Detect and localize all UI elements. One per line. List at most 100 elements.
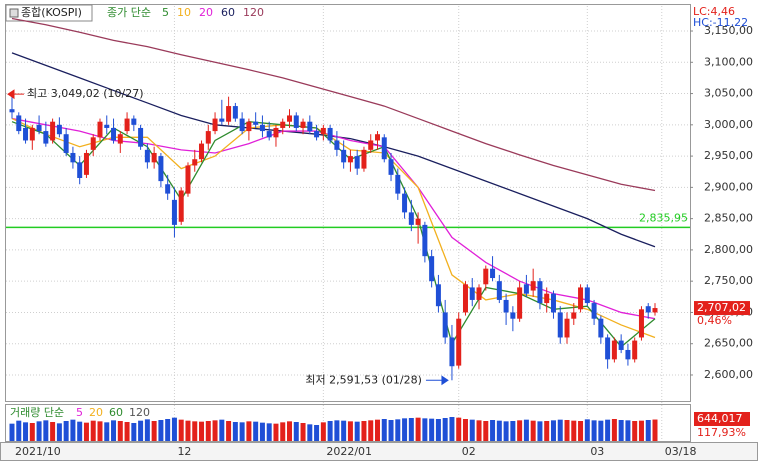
volume-bar — [29, 423, 35, 441]
candle-body — [158, 156, 164, 182]
volume-bar — [185, 420, 191, 441]
candle-body — [320, 127, 326, 135]
candle-body — [165, 184, 171, 194]
volume-label: 거래량 단순 — [10, 406, 64, 419]
ma-line — [11, 17, 656, 192]
volume-bar — [320, 422, 326, 441]
volume-bar — [388, 420, 394, 441]
x-tick-label: 2022/01 — [326, 445, 372, 458]
candle-body — [77, 162, 83, 178]
candle-body — [43, 131, 49, 144]
volume-bar — [77, 421, 83, 441]
candle-body — [287, 115, 293, 122]
y-tick-label: 2,750,00 — [704, 274, 753, 287]
candle-body — [354, 156, 360, 169]
candle-body — [212, 118, 218, 132]
candle-body — [395, 174, 401, 194]
volume-bar — [422, 418, 428, 441]
candle-body — [523, 284, 529, 294]
candle-body — [266, 131, 272, 138]
volume-bar — [192, 421, 198, 441]
volume-bar — [476, 420, 482, 441]
volume-bar — [510, 421, 516, 441]
volume-bar — [124, 422, 130, 441]
candle-body — [605, 337, 611, 360]
candle-body — [104, 124, 110, 128]
title-box[interactable] — [5, 4, 93, 22]
volume-bar — [449, 417, 455, 441]
volume-bar — [523, 419, 529, 441]
x-tick-label: 2021/10 — [15, 445, 61, 458]
high-arrow — [7, 89, 24, 100]
candle-body — [537, 281, 543, 304]
candle-body — [226, 106, 232, 122]
candle-body — [402, 193, 408, 213]
y-tick-label: 3,000,00 — [704, 118, 753, 131]
volume-bar — [104, 422, 110, 441]
candle-body — [598, 318, 604, 338]
volume-bar — [578, 421, 584, 441]
y-tick-label: 2,900,00 — [704, 180, 753, 193]
volume-bar — [97, 421, 103, 441]
candle-body — [381, 137, 387, 160]
candle-body — [483, 268, 489, 285]
volume-bar — [645, 420, 651, 441]
volume-bar — [171, 417, 177, 441]
legend-entry: 120 — [243, 6, 264, 19]
volume-bar — [557, 419, 563, 441]
volume-bar — [571, 420, 577, 441]
candle-body — [408, 212, 414, 225]
volume-bar — [43, 420, 49, 441]
volume-bar — [550, 420, 556, 441]
candle-body — [63, 134, 69, 153]
candle-body — [611, 340, 617, 360]
volume-bar — [490, 420, 496, 441]
volume-bar — [239, 422, 245, 441]
low-note: 최저 2,591,53 (01/28) — [305, 373, 422, 386]
volume-bar — [9, 423, 15, 441]
candle-body — [192, 159, 198, 166]
candle-body — [280, 121, 286, 128]
reference-label: 2,835,95 — [639, 211, 688, 224]
candle-body — [442, 312, 448, 338]
legend-entry: 20 — [199, 6, 213, 19]
volume-bar — [584, 419, 590, 441]
volume-bar — [232, 422, 238, 441]
volume-bar — [144, 419, 150, 441]
volume-bar — [381, 419, 387, 441]
volume-ratio: 117,93% — [697, 426, 746, 439]
volume-legend-entry: 5 — [76, 406, 83, 419]
candle-body — [171, 199, 177, 225]
volume-bar — [442, 418, 448, 441]
volume-bar — [56, 423, 62, 441]
volume-bar — [395, 419, 401, 441]
volume-bar — [63, 421, 69, 441]
volume-bar — [117, 421, 123, 441]
high-note: 최고 3,049,02 (10/27) — [27, 87, 144, 100]
candle-body — [90, 137, 96, 150]
y-tick-label: 2,950,00 — [704, 149, 753, 162]
title-icon — [9, 8, 19, 18]
volume-bar — [327, 421, 333, 441]
volume-bar — [503, 421, 509, 441]
volume-bar — [374, 419, 380, 441]
candle-body — [111, 127, 117, 141]
candle-body — [422, 224, 428, 257]
volume-box — [694, 412, 750, 426]
candle-body — [449, 337, 455, 367]
candle-body — [618, 340, 624, 350]
volume-bar — [212, 420, 218, 441]
volume-bar — [287, 421, 293, 441]
volume-bar — [429, 418, 435, 441]
candle-body — [16, 115, 22, 132]
candle-body — [341, 149, 347, 163]
candle-body — [185, 165, 191, 194]
candle-body — [456, 318, 462, 366]
candle-body — [117, 134, 123, 144]
candle-body — [496, 281, 502, 300]
y-tick-label: 2,800,00 — [704, 243, 753, 256]
volume-bar — [408, 418, 414, 441]
candle-body — [517, 287, 523, 319]
volume-bar — [259, 422, 265, 441]
candle-body — [361, 149, 367, 169]
